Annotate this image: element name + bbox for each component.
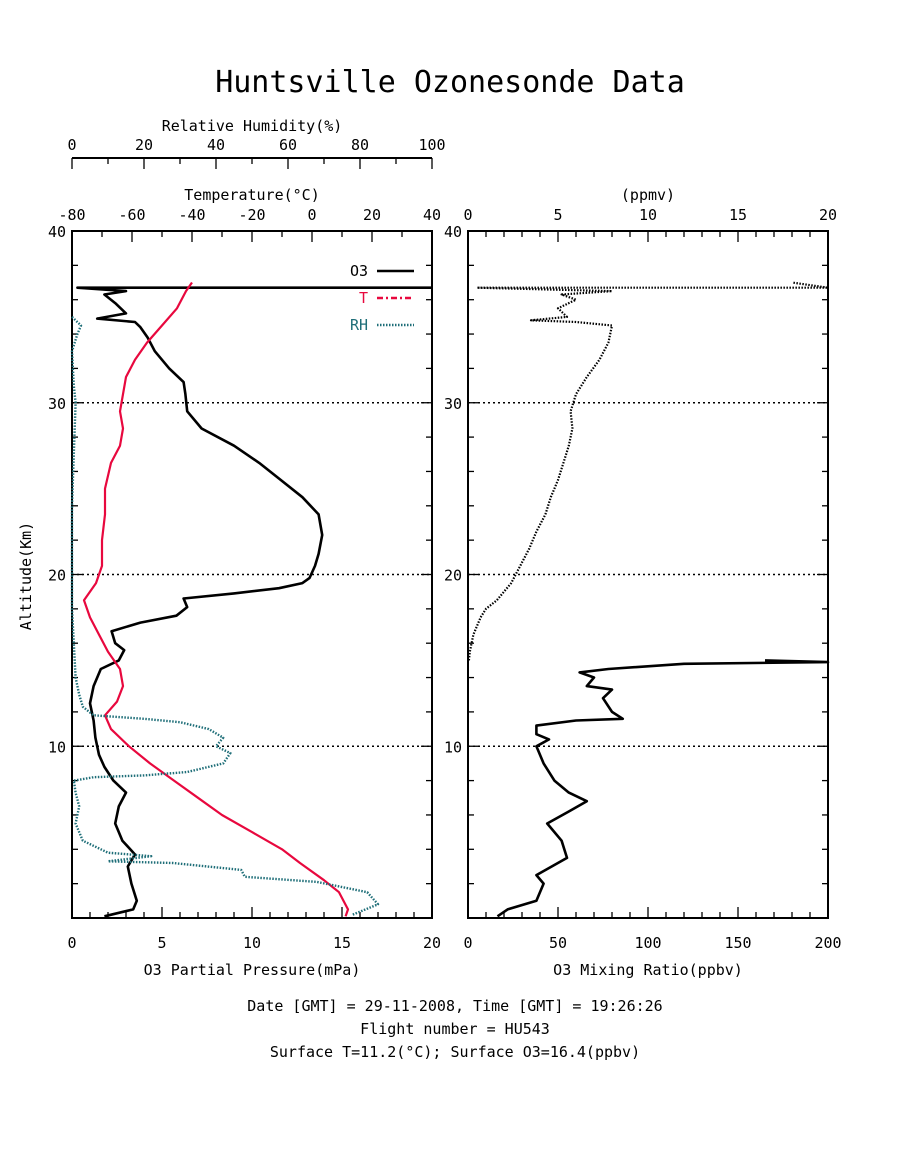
footer-date-time: Date [GMT] = 29-11-2008, Time [GMT] = 19… [247, 997, 662, 1015]
y-tick-label: 30 [48, 395, 66, 413]
ppmv-tick-label: 0 [463, 206, 472, 224]
footer-flight-number: Flight number = HU543 [360, 1020, 550, 1038]
temperature-axis-label: Temperature(°C) [184, 186, 319, 204]
legend-label-rh: RH [350, 316, 368, 334]
ppmv-tick-label: 10 [639, 206, 657, 224]
y-tick-label: 20 [444, 567, 462, 585]
temperature-tick-label: 20 [363, 206, 381, 224]
temperature-tick-label: -80 [58, 206, 85, 224]
legend-label-t: T [359, 289, 368, 307]
o3-tick-label: 10 [243, 934, 261, 952]
rh-tick-label: 80 [351, 136, 369, 154]
altitude-axis-label: Altitude(Km) [17, 522, 35, 630]
ppbv-tick-label: 200 [814, 934, 841, 952]
series-o3-line [76, 286, 432, 918]
o3-tick-label: 0 [67, 934, 76, 952]
y-tick-label: 10 [48, 738, 66, 756]
temperature-tick-label: 40 [423, 206, 441, 224]
ppmv-tick-label: 5 [553, 206, 562, 224]
y-tick-label: 20 [48, 567, 66, 585]
temperature-tick-label: -60 [118, 206, 145, 224]
rh-tick-label: 20 [135, 136, 153, 154]
legend-label-o3: O3 [350, 262, 368, 280]
footer-surface-values: Surface T=11.2(°C); Surface O3=16.4(ppbv… [270, 1043, 640, 1061]
rh-tick-label: 0 [67, 136, 76, 154]
series-ppmv-line [467, 281, 830, 661]
y-tick-label: 40 [444, 223, 462, 241]
mixing-ratio-axis-label: O3 Mixing Ratio(ppbv) [553, 961, 743, 979]
o3-tick-label: 15 [333, 934, 351, 952]
rh-tick-label: 40 [207, 136, 225, 154]
temperature-tick-label: -20 [238, 206, 265, 224]
series-rh-line [70, 316, 380, 916]
ppbv-tick-label: 100 [634, 934, 661, 952]
o3-tick-label: 20 [423, 934, 441, 952]
o3-tick-label: 5 [157, 934, 166, 952]
y-tick-label: 10 [444, 738, 462, 756]
temperature-tick-label: -40 [178, 206, 205, 224]
chart-title: Huntsville Ozonesonde Data [215, 65, 685, 100]
ppmv-tick-label: 20 [819, 206, 837, 224]
ppbv-tick-label: 150 [724, 934, 751, 952]
ppmv-tick-label: 15 [729, 206, 747, 224]
y-tick-label: 30 [444, 395, 462, 413]
rh-axis-label: Relative Humidity(%) [162, 117, 343, 135]
ppbv-tick-label: 0 [463, 934, 472, 952]
temperature-tick-label: 0 [307, 206, 316, 224]
series-ppbv-line [496, 659, 830, 918]
ppbv-tick-label: 50 [549, 934, 567, 952]
series-t-line [82, 281, 350, 917]
y-tick-label: 40 [48, 223, 66, 241]
rh-tick-label: 60 [279, 136, 297, 154]
o3-partial-pressure-axis-label: O3 Partial Pressure(mPa) [144, 961, 361, 979]
rh-tick-label: 100 [418, 136, 445, 154]
ppmv-axis-label: (ppmv) [621, 186, 675, 204]
